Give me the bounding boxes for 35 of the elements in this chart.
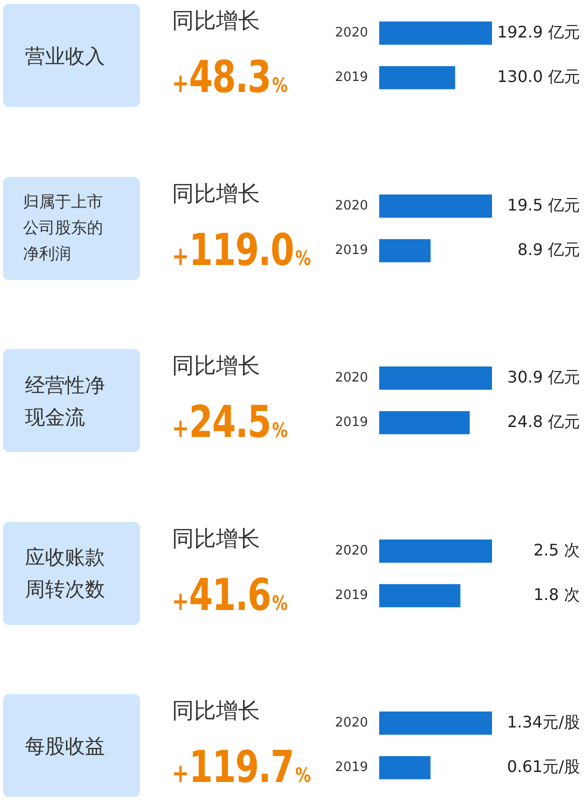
y-tick-label: 2019 — [334, 588, 368, 603]
text: +119.7% — [172, 742, 311, 793]
text: 经营性净现金流 — [25, 372, 106, 430]
data-label: 192.9 亿元 — [497, 22, 580, 42]
text: 应收账款周转次数 — [25, 544, 106, 603]
text: 归属于上市公司股东的净利润 — [23, 191, 104, 265]
y-tick-label: 2019 — [334, 415, 368, 430]
text: +24.5% — [172, 397, 288, 448]
data-label: 24.8 亿元 — [507, 412, 580, 431]
chart-subtitle: 同比增长 — [172, 698, 260, 726]
y-tick-label: 2019 — [334, 760, 368, 776]
chart-subtitle: 同比增长 — [172, 8, 260, 36]
data-label: 0.61元/股 — [506, 756, 580, 776]
chart-subtitle: 同比增长 — [172, 526, 260, 554]
y-tick-label: 2020 — [334, 25, 368, 40]
data-label: 8.9 亿元 — [517, 239, 580, 258]
text: +119.0% — [172, 224, 311, 276]
data-label: 1.8 次 — [533, 584, 580, 604]
chart-subtitle: 同比增长 — [172, 180, 260, 208]
text: +48.3% — [172, 52, 288, 103]
y-tick-label: 2020 — [334, 198, 368, 213]
text: 每股收益 — [25, 732, 105, 760]
y-tick-label: 2020 — [334, 370, 368, 386]
text: 营业收入 — [25, 42, 105, 70]
text: +41.6% — [172, 570, 288, 620]
y-tick-label: 2019 — [334, 242, 368, 258]
data-label: 2.5 次 — [533, 540, 580, 559]
data-label: 130.0 亿元 — [497, 66, 580, 86]
data-label: 1.34元/股 — [506, 712, 580, 732]
y-tick-label: 2019 — [334, 70, 368, 86]
y-tick-label: 2020 — [334, 542, 368, 558]
data-label: 30.9 亿元 — [507, 367, 580, 386]
chart-subtitle: 同比增长 — [172, 353, 260, 381]
y-tick-label: 2020 — [334, 715, 368, 730]
data-label: 19.5 亿元 — [507, 194, 580, 214]
